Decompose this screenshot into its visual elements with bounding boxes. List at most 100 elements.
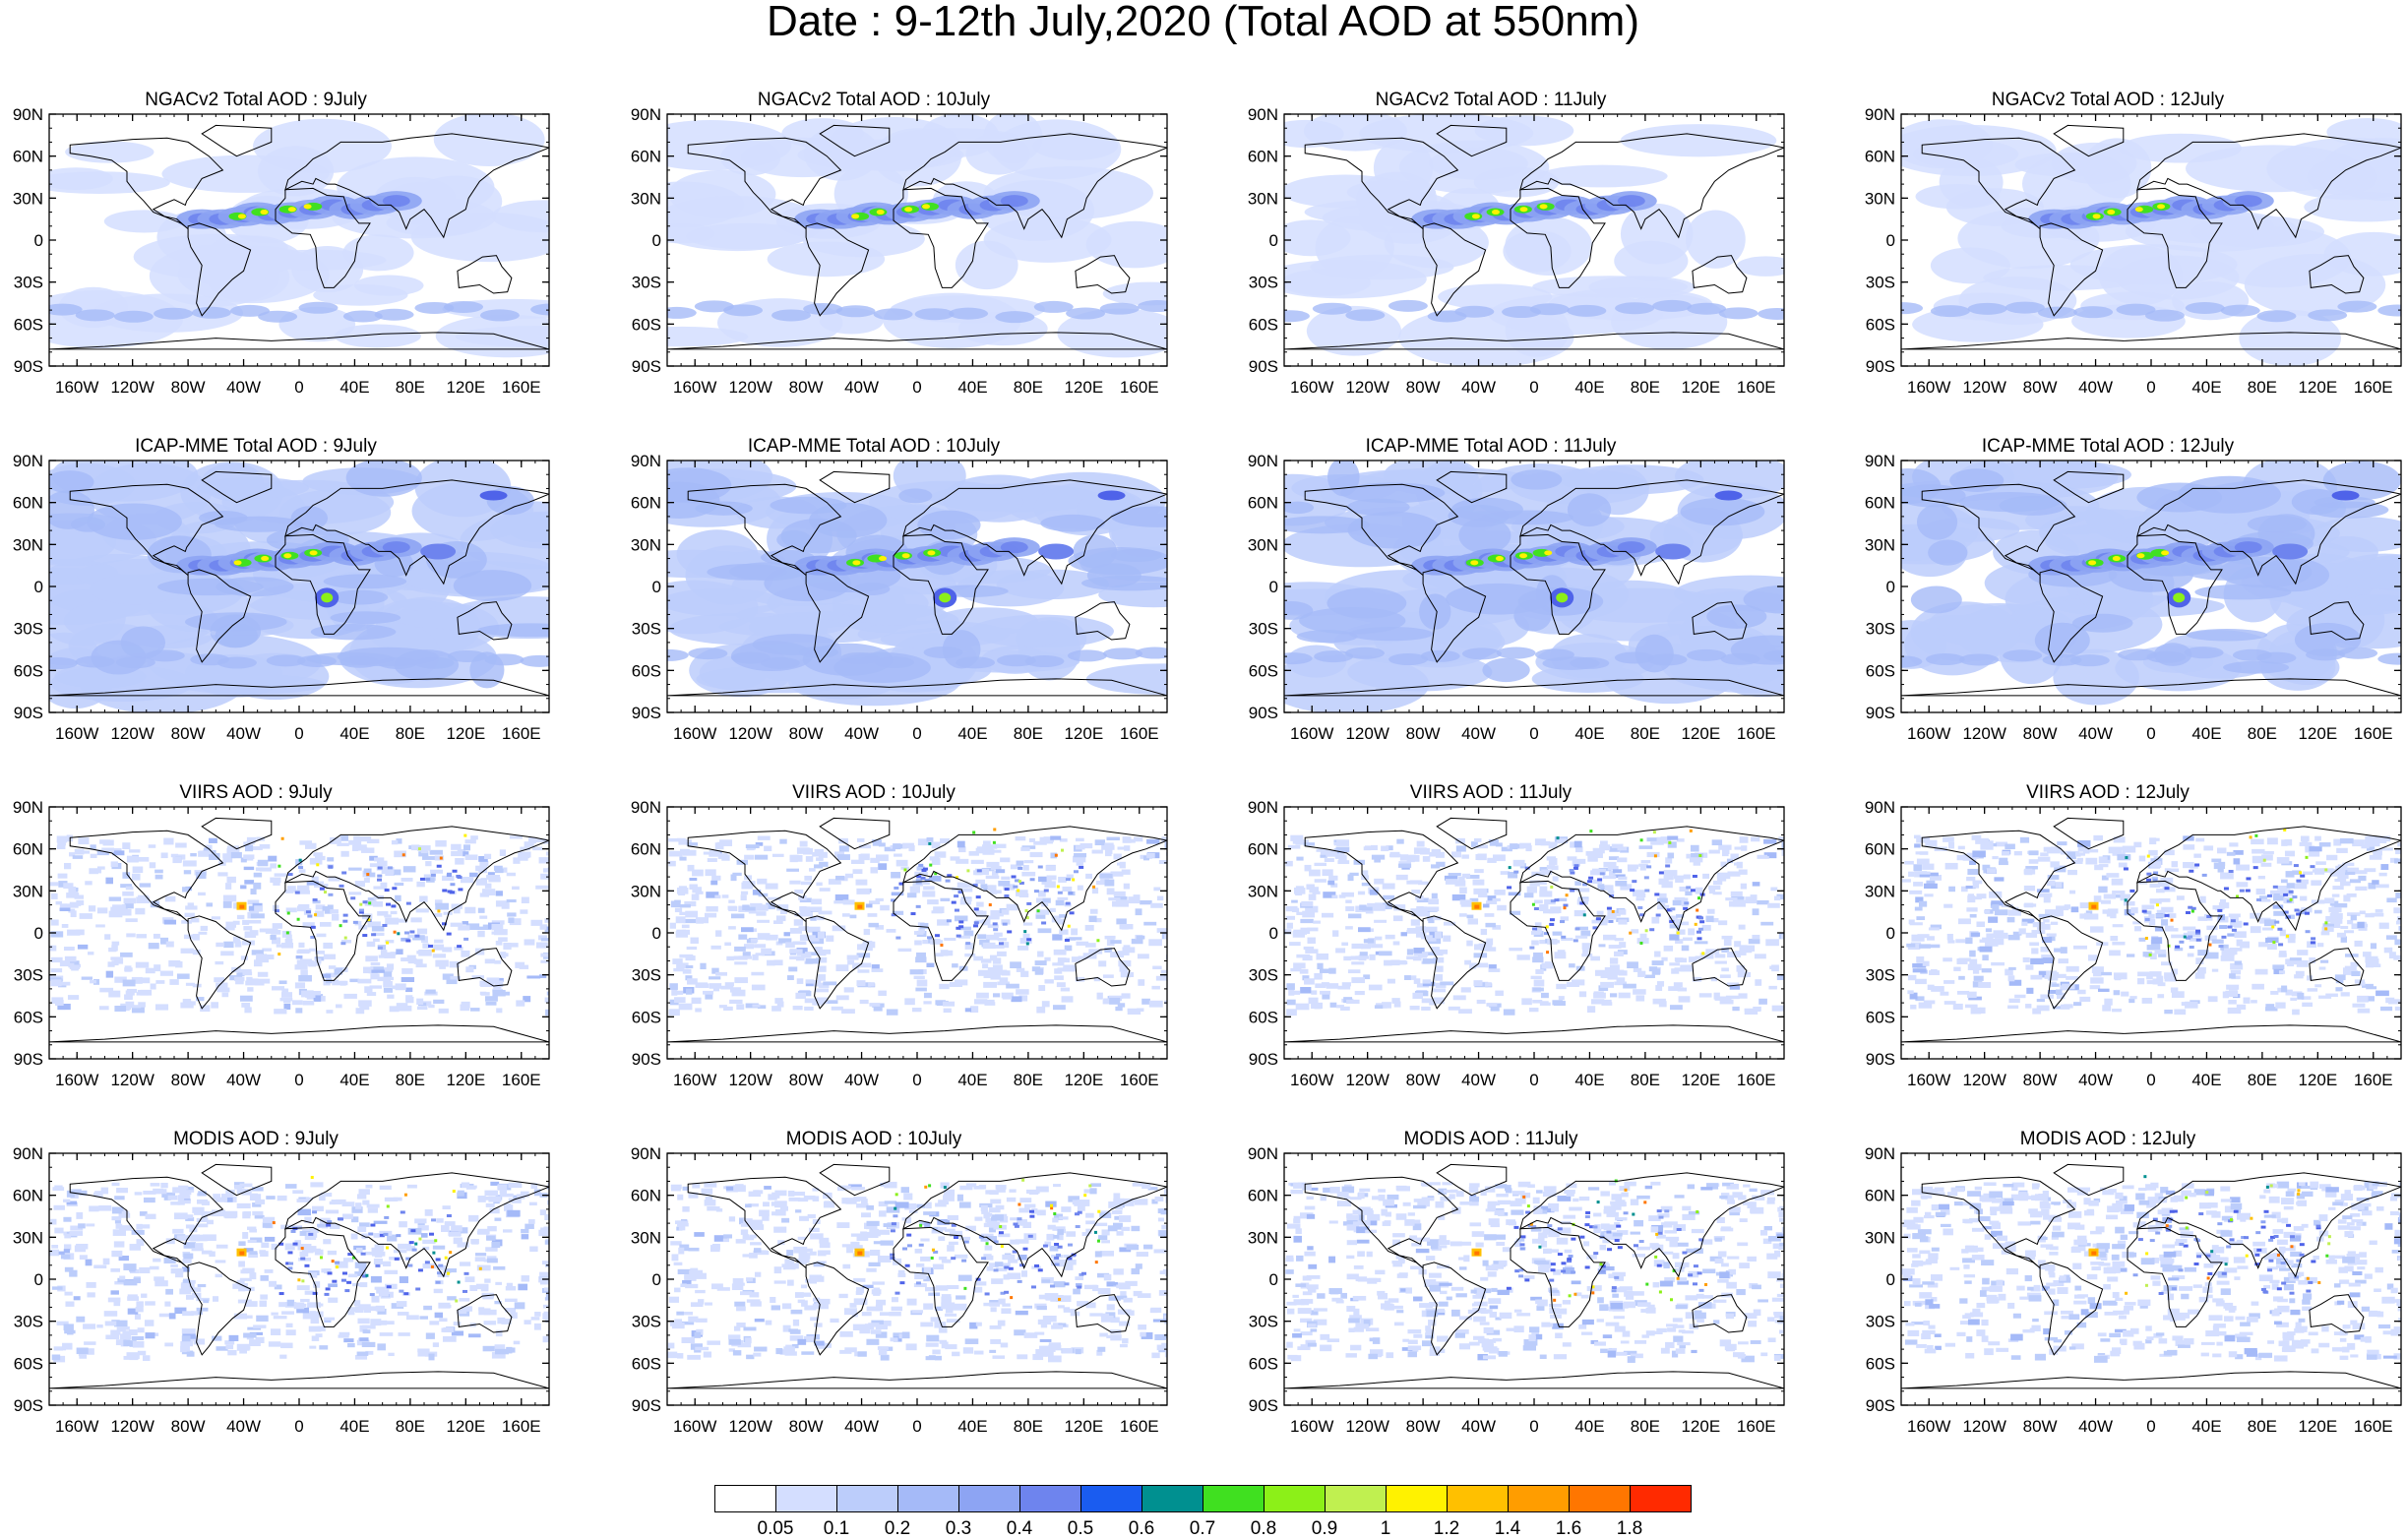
- lon-tick-label: 40W: [844, 378, 879, 397]
- lon-tick-label: 0: [2146, 378, 2155, 397]
- lon-tick-label: 80W: [1406, 378, 1441, 397]
- lat-tick-label: 30S: [14, 274, 43, 292]
- lon-tick-label: 40W: [844, 724, 879, 743]
- lat-tick-label: 30S: [1249, 1313, 1278, 1331]
- lat-tick-label: 30S: [632, 620, 661, 639]
- lon-tick-label: 80W: [789, 378, 824, 397]
- colorbar-label: 1.8: [1617, 1518, 1642, 1540]
- lat-tick-label: 60N: [13, 1187, 43, 1205]
- lon-tick-label: 80W: [1406, 724, 1441, 743]
- lon-tick-label: 0: [294, 1071, 303, 1089]
- lon-tick-label: 160W: [673, 378, 716, 397]
- panel-title: NGACv2 Total AOD : 12July: [1852, 91, 2364, 110]
- lat-tick-label: 0: [34, 231, 43, 250]
- aod-field: [1233, 454, 1833, 714]
- lon-tick-label: 120E: [1064, 1417, 1103, 1436]
- lon-tick-label: 160E: [502, 1071, 541, 1089]
- lat-tick-label: 30S: [1866, 620, 1895, 639]
- lon-tick-label: 120W: [1962, 1071, 2005, 1089]
- lon-tick-label: 0: [294, 1417, 303, 1436]
- lat-tick-label: 60S: [14, 1008, 43, 1026]
- lon-tick-label: 40W: [1461, 1071, 1496, 1089]
- lon-tick-label: 160W: [1907, 724, 1950, 743]
- lon-tick-label: 120E: [1681, 1417, 1720, 1436]
- lon-tick-label: 40W: [226, 1417, 261, 1436]
- lon-tick-label: 0: [1529, 724, 1538, 743]
- lon-tick-label: 40W: [2078, 1417, 2113, 1436]
- lon-tick-label: 80W: [2023, 1417, 2058, 1436]
- colorbar-label: 0.05: [758, 1518, 794, 1540]
- lon-tick-label: 80E: [1631, 1417, 1660, 1436]
- colorbar-bin: [1264, 1485, 1326, 1512]
- lon-tick-label: 120W: [1345, 1417, 1388, 1436]
- lon-tick-label: 0: [1529, 1417, 1538, 1436]
- lat-tick-label: 90S: [1249, 1396, 1278, 1415]
- colorbar-label: 0.7: [1190, 1518, 1215, 1540]
- lon-tick-label: 160E: [1737, 1417, 1776, 1436]
- lat-tick-label: 60S: [1249, 315, 1278, 334]
- colorbar-label: 0.1: [824, 1518, 849, 1540]
- lon-tick-label: 120E: [1681, 378, 1720, 397]
- aod-field: [1883, 114, 2406, 366]
- lon-tick-label: 80E: [1014, 1071, 1043, 1089]
- panel-title: VIIRS AOD : 9July: [0, 783, 512, 803]
- lon-tick-label: 120W: [110, 1071, 154, 1089]
- panel-title: ICAP-MME Total AOD : 11July: [1235, 437, 1747, 457]
- lat-tick-label: 90N: [1865, 1144, 1895, 1163]
- lon-tick-label: 160E: [1120, 1417, 1159, 1436]
- lon-tick-label: 160W: [1290, 378, 1333, 397]
- lon-tick-label: 80E: [2248, 1071, 2277, 1089]
- lat-tick-label: 30N: [1865, 535, 1895, 554]
- lon-tick-label: 80W: [789, 1071, 824, 1089]
- lat-tick-label: 60N: [1248, 148, 1278, 166]
- lon-tick-label: 40E: [957, 378, 987, 397]
- lat-tick-label: 0: [34, 578, 43, 596]
- lat-tick-label: 30S: [1249, 966, 1278, 985]
- lat-tick-label: 0: [1886, 231, 1895, 250]
- lon-tick-label: 160W: [55, 1417, 98, 1436]
- lon-tick-label: 80W: [2023, 378, 2058, 397]
- colorbar-bin: [1630, 1485, 1692, 1512]
- lat-tick-label: 0: [1886, 578, 1895, 596]
- lat-tick-label: 90N: [631, 1144, 661, 1163]
- lat-tick-label: 30S: [14, 966, 43, 985]
- lon-tick-label: 80W: [1406, 1417, 1441, 1436]
- lat-tick-label: 30N: [1865, 189, 1895, 208]
- lat-tick-label: 90N: [1248, 1144, 1278, 1163]
- colorbar-bin: [1019, 1485, 1081, 1512]
- lon-tick-label: 120E: [446, 1071, 485, 1089]
- lon-tick-label: 40E: [957, 1417, 987, 1436]
- lat-tick-label: 30N: [1248, 535, 1278, 554]
- lat-tick-label: 90S: [1249, 357, 1278, 376]
- aod-field: [1284, 1153, 1798, 1405]
- lon-tick-label: 0: [2146, 724, 2155, 743]
- lat-tick-label: 30S: [1866, 1313, 1895, 1331]
- aod-field: [667, 1153, 1179, 1405]
- lon-tick-label: 0: [1529, 1071, 1538, 1089]
- lon-tick-label: 40E: [339, 1071, 369, 1089]
- lon-tick-label: 160E: [2354, 1417, 2393, 1436]
- lon-tick-label: 80W: [171, 1071, 206, 1089]
- lon-tick-label: 40E: [1574, 724, 1604, 743]
- lat-tick-label: 30N: [13, 882, 43, 900]
- colorbar-label: 0.2: [885, 1518, 910, 1540]
- lon-tick-label: 80E: [1631, 1071, 1660, 1089]
- lon-tick-label: 0: [1529, 378, 1538, 397]
- lon-tick-label: 160W: [1290, 724, 1333, 743]
- lat-tick-label: 0: [1269, 1270, 1278, 1289]
- lon-tick-label: 80W: [171, 724, 206, 743]
- colorbar-label: 0.3: [946, 1518, 971, 1540]
- lat-tick-label: 60S: [1866, 1008, 1895, 1026]
- lon-tick-label: 120W: [1345, 378, 1388, 397]
